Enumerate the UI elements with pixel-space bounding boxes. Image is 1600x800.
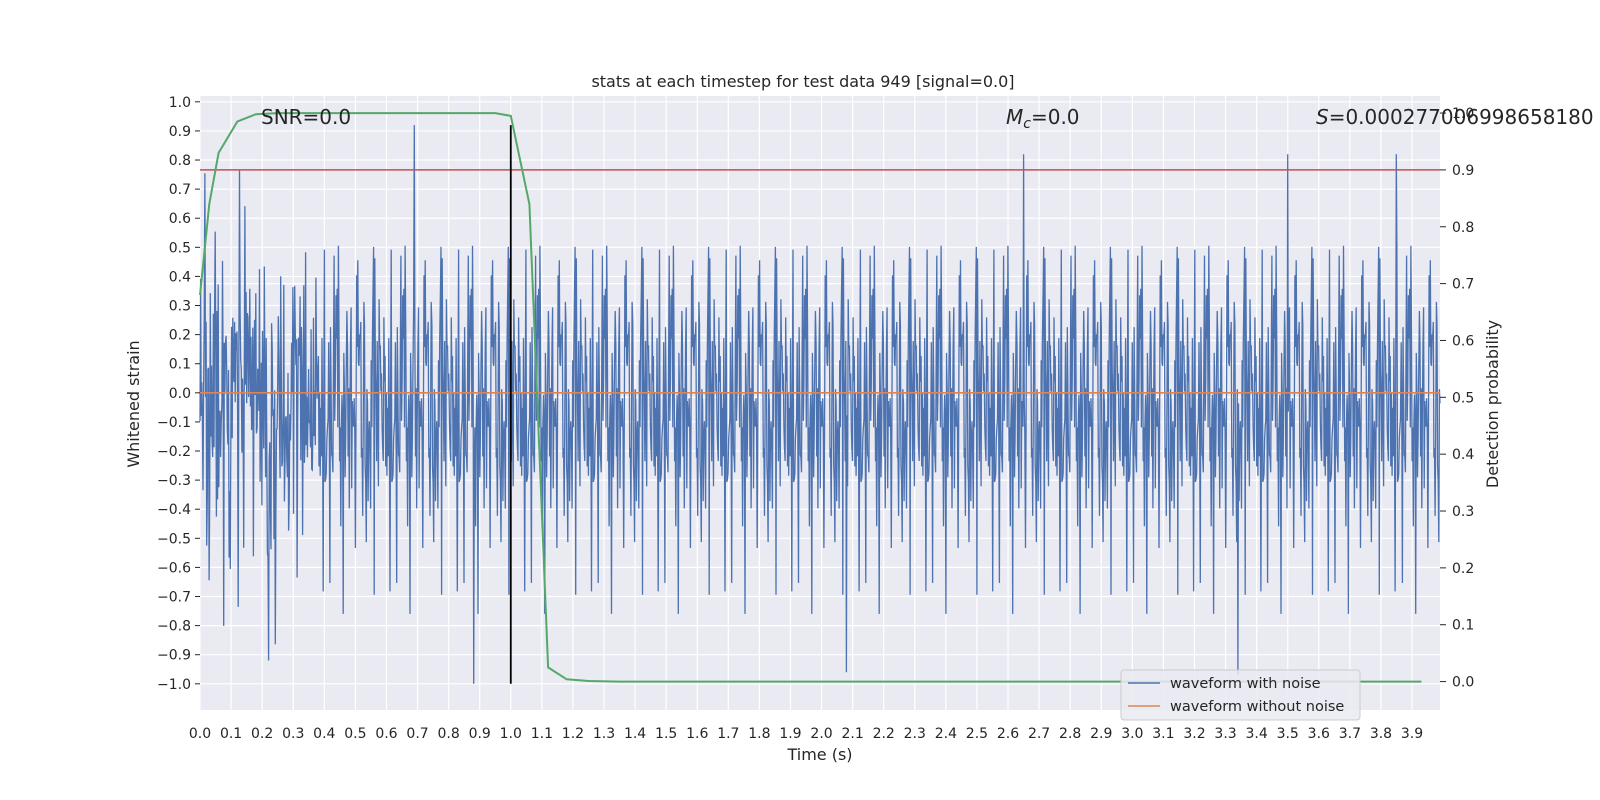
chart-title: stats at each timestep for test data 949… (591, 72, 1014, 91)
x-tick-label: 3.1 (1152, 726, 1174, 742)
series-waveform-with-noise (199, 125, 1441, 684)
statistic-value: =0.000277006998658180 (1329, 105, 1594, 129)
y2-tick-label: 0.3 (1452, 504, 1474, 520)
x-tick-label: 0.0 (189, 726, 211, 742)
x-tick-label: 3.0 (1121, 726, 1143, 742)
y-tick-label: −0.1 (157, 415, 191, 431)
x-tick-label: 2.3 (904, 726, 926, 742)
x-tick-label: 1.4 (624, 726, 646, 742)
y2-tick-label: 0.4 (1452, 447, 1474, 463)
y-tick-label: 0.4 (169, 269, 191, 285)
y2-tick-label: 0.9 (1452, 163, 1474, 179)
chirp-mass-symbol: M (1006, 105, 1023, 129)
chirp-mass-annotation: Mc=0.0 (1006, 105, 1080, 132)
legend-box (1120, 669, 1361, 721)
y-tick-label: 0.2 (169, 328, 191, 344)
x-tick-label: 3.3 (1214, 726, 1236, 742)
x-tick-label: 1.3 (593, 726, 615, 742)
x-tick-label: 2.1 (841, 726, 863, 742)
x-axis-label: Time (s) (786, 745, 852, 764)
x-tick-label: 2.6 (997, 726, 1019, 742)
y-tick-label: −0.5 (157, 531, 191, 547)
x-tick-label: 1.6 (686, 726, 708, 742)
y-tick-label: −0.8 (157, 619, 191, 635)
legend-label-waveform-without-noise: waveform without noise (1170, 699, 1344, 715)
y-tick-label: 0.5 (169, 240, 191, 256)
y-tick-label: 0.1 (169, 357, 191, 373)
x-tick-label: 1.9 (779, 726, 801, 742)
x-tick-label: 2.0 (810, 726, 832, 742)
y2-tick-label: 0.6 (1452, 333, 1474, 349)
x-tick-label: 2.2 (873, 726, 895, 742)
x-tick-label: 2.9 (1090, 726, 1112, 742)
x-tick-label: 3.6 (1308, 726, 1330, 742)
y2-tick-label: 0.5 (1452, 390, 1474, 406)
x-tick-label: 3.4 (1246, 726, 1268, 742)
y-tick-label: −0.6 (157, 560, 191, 576)
y-tick-label: −0.4 (157, 502, 191, 518)
x-tick-label: 3.2 (1183, 726, 1205, 742)
y-axis-label: Whitened strain (124, 340, 143, 467)
y-tick-label: −0.9 (157, 648, 191, 664)
x-tick-label: 1.1 (531, 726, 553, 742)
x-tick-label: 1.8 (748, 726, 770, 742)
y-axis-ticks: 1.0 0.9 0.8 0.7 0.6 0.5 0.4 0.3 0.2 0.1 0.0 −0.1 −0.… (157, 95, 200, 693)
x-tick-label: 1.7 (717, 726, 739, 742)
y2-tick-label: 0.0 (1452, 675, 1474, 691)
legend: waveform with noise waveform without noi… (1120, 669, 1361, 721)
y2-tick-label: 0.8 (1452, 220, 1474, 236)
x-tick-label: 0.1 (220, 726, 242, 742)
y2-tick-label: 1.0 (1452, 106, 1474, 122)
x-tick-label: 0.9 (469, 726, 491, 742)
x-tick-label: 1.5 (655, 726, 677, 742)
chirp-mass-value: =0.0 (1031, 105, 1080, 129)
x-tick-label: 3.5 (1277, 726, 1299, 742)
x-tick-label: 0.5 (344, 726, 366, 742)
x-tick-label: 2.5 (966, 726, 988, 742)
statistic-annotation: S=0.000277006998658180 (1316, 105, 1594, 129)
snr-annotation: SNR=0.0 (261, 105, 351, 129)
statistic-symbol: S (1316, 105, 1329, 129)
y2-axis-ticks: 0.0 0.1 0.2 0.3 0.4 0.5 0.6 0.7 0.8 0.9 1.0 (1440, 106, 1474, 691)
y-tick-label: −0.3 (157, 473, 191, 489)
series-detection-probability (199, 112, 1422, 683)
x-axis-ticks: 0.0 0.1 0.2 0.3 0.4 0.5 0.6 0.7 0.8 0.9 1.0 1.1 1.2 1… (189, 726, 1423, 742)
x-tick-label: 2.8 (1059, 726, 1081, 742)
x-tick-label: 0.8 (437, 726, 459, 742)
x-tick-label: 0.7 (406, 726, 428, 742)
y-tick-label: 0.3 (169, 299, 191, 315)
y-tick-label: 0.8 (169, 153, 191, 169)
x-tick-label: 3.7 (1339, 726, 1361, 742)
chirp-mass-subscript: c (1023, 116, 1031, 132)
y-tick-label: −0.2 (157, 444, 191, 460)
y-tick-label: 0.7 (169, 182, 191, 198)
y-tick-label: −1.0 (157, 677, 191, 693)
x-tick-label: 1.0 (500, 726, 522, 742)
y2-tick-label: 0.1 (1452, 618, 1474, 634)
x-tick-label: 3.8 (1370, 726, 1392, 742)
x-tick-label: 1.2 (562, 726, 584, 742)
y-tick-label: −0.7 (157, 590, 191, 606)
y2-tick-label: 0.7 (1452, 277, 1474, 293)
y-tick-label: 0.6 (169, 211, 191, 227)
x-tick-label: 0.3 (282, 726, 304, 742)
x-tick-label: 0.2 (251, 726, 273, 742)
x-tick-label: 3.9 (1401, 726, 1423, 742)
y-tick-label: 0.9 (169, 124, 191, 140)
y-tick-label: 0.0 (169, 386, 191, 402)
y-tick-label: 1.0 (169, 95, 191, 111)
legend-label-waveform-with-noise: waveform with noise (1170, 676, 1321, 692)
x-tick-label: 0.6 (375, 726, 397, 742)
x-tick-label: 2.4 (935, 726, 957, 742)
y2-axis-label: Detection probability (1483, 320, 1502, 488)
x-tick-label: 0.4 (313, 726, 335, 742)
y2-tick-label: 0.2 (1452, 561, 1474, 577)
x-tick-label: 2.7 (1028, 726, 1050, 742)
